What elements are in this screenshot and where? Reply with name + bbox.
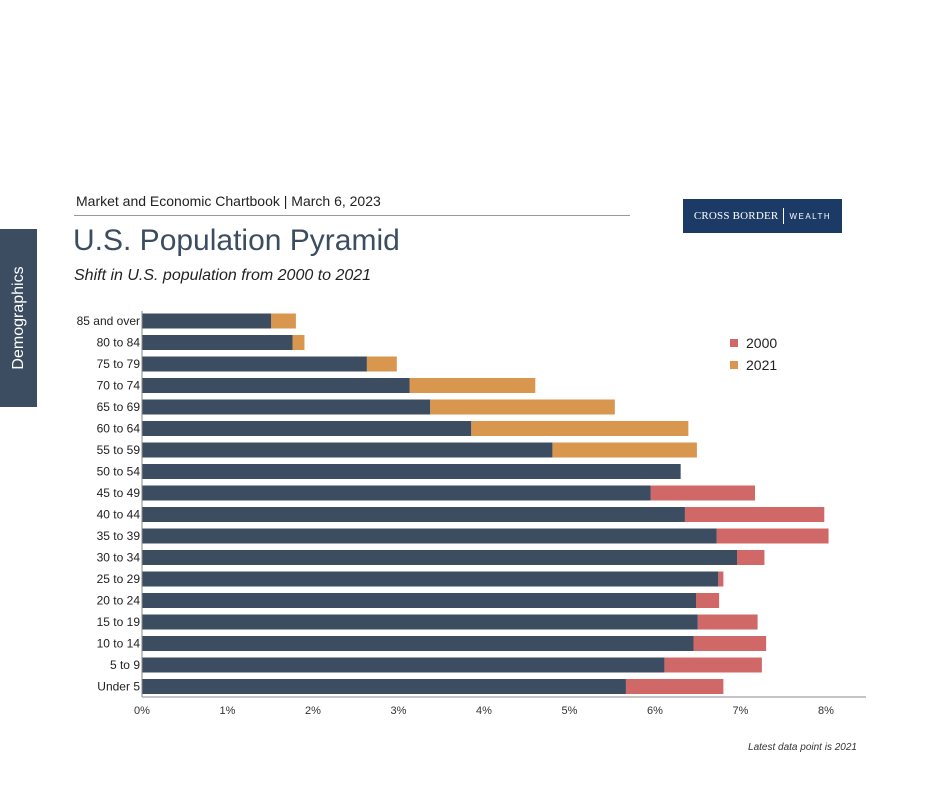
report-header: Market and Economic Chartbook | March 6,… — [76, 193, 381, 209]
category-label: 15 to 19 — [97, 615, 141, 629]
bar-difference-0 — [271, 313, 296, 329]
bar-difference-5 — [471, 421, 689, 436]
category-label: 70 to 74 — [97, 379, 141, 393]
footnote: Latest data point is 2021 — [748, 742, 857, 753]
x-tick-label: 2% — [305, 705, 321, 717]
x-tick-label: 8% — [818, 705, 834, 717]
bar-base-10 — [142, 528, 717, 544]
bar-difference-8 — [650, 485, 756, 501]
bar-difference-1 — [292, 335, 305, 350]
bar-base-5 — [142, 421, 472, 436]
x-tick-label: 5% — [562, 705, 578, 717]
category-label: 80 to 84 — [97, 336, 141, 350]
bar-difference-4 — [430, 399, 615, 415]
bar-difference-15 — [693, 636, 767, 651]
bar-difference-12 — [718, 571, 724, 587]
x-tick-label: 1% — [220, 705, 236, 717]
bar-difference-9 — [684, 507, 825, 522]
company-logo: CROSS BORDER WEALTH — [683, 199, 842, 233]
category-label: 75 to 79 — [97, 357, 141, 371]
bar-base-11 — [142, 550, 738, 565]
chart-title: U.S. Population Pyramid — [73, 224, 400, 257]
header-divider — [74, 215, 630, 216]
category-label: 25 to 29 — [97, 572, 141, 586]
bar-base-16 — [142, 657, 665, 673]
logo-divider — [783, 208, 785, 224]
bar-base-8 — [142, 485, 651, 501]
bar-base-6 — [142, 442, 553, 458]
x-tick-label: 6% — [647, 705, 663, 717]
bar-difference-16 — [664, 657, 762, 673]
bar-base-4 — [142, 399, 431, 415]
x-tick-label: 0% — [134, 705, 150, 717]
category-label: 60 to 64 — [97, 422, 141, 436]
category-label: Under 5 — [97, 680, 140, 694]
bar-base-0 — [142, 313, 272, 329]
legend-label-2021: 2021 — [746, 357, 777, 373]
bar-difference-6 — [552, 442, 697, 458]
bar-difference-11 — [737, 550, 765, 565]
logo-text-right: WEALTH — [789, 211, 832, 221]
category-label: 40 to 44 — [97, 508, 141, 522]
bar-difference-10 — [716, 528, 829, 544]
category-label: 35 to 39 — [97, 529, 141, 543]
x-tick-label: 4% — [476, 705, 492, 717]
logo-text-left: CROSS BORDER — [693, 210, 779, 222]
bar-difference-14 — [697, 614, 758, 630]
category-label: 65 to 69 — [97, 400, 141, 414]
legend-swatch-2000 — [730, 339, 738, 347]
bar-base-17 — [142, 679, 626, 694]
legend-swatch-2021 — [730, 361, 738, 369]
bar-base-9 — [142, 507, 685, 522]
bar-difference-2 — [366, 356, 397, 372]
chart-subtitle: Shift in U.S. population from 2000 to 20… — [74, 267, 372, 284]
bar-base-15 — [142, 636, 694, 651]
bar-base-13 — [142, 593, 697, 608]
bar-base-7 — [142, 464, 681, 479]
bar-base-1 — [142, 335, 293, 350]
category-label: 10 to 14 — [97, 637, 141, 651]
category-label: 55 to 59 — [97, 443, 141, 457]
bar-difference-3 — [409, 378, 536, 393]
bar-base-3 — [142, 378, 410, 393]
legend-label-2000: 2000 — [746, 335, 777, 351]
bar-difference-17 — [625, 679, 724, 694]
category-label: 20 to 24 — [97, 594, 141, 608]
bar-difference-13 — [696, 593, 720, 608]
category-label: 5 to 9 — [110, 658, 140, 672]
demographics-side-tab[interactable]: Demographics — [0, 229, 37, 407]
bar-base-14 — [142, 614, 698, 630]
category-label: 45 to 49 — [97, 486, 141, 500]
bar-base-12 — [142, 571, 719, 587]
category-label: 50 to 54 — [97, 465, 141, 479]
x-tick-label: 7% — [733, 705, 749, 717]
bar-base-2 — [142, 356, 367, 372]
x-tick-label: 3% — [391, 705, 407, 717]
category-label: 30 to 34 — [97, 551, 141, 565]
category-label: 85 and over — [77, 314, 140, 328]
